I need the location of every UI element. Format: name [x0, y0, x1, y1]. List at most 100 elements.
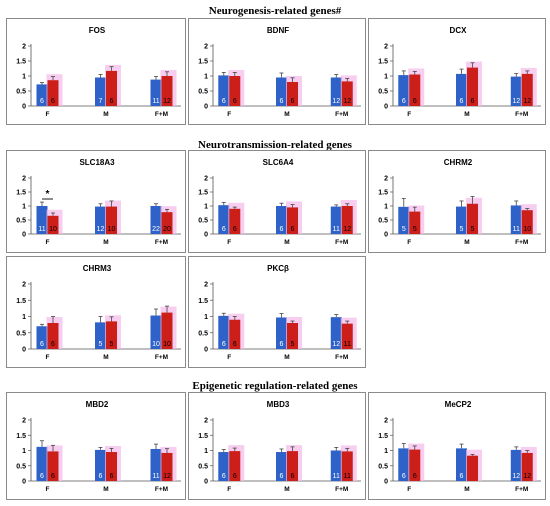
y-tick-label: 1.5 — [16, 298, 26, 305]
y-tick-label: 1.5 — [16, 59, 26, 66]
bar-treated — [106, 452, 117, 481]
category-label: F+M — [335, 111, 348, 118]
category-label: M — [103, 111, 108, 118]
y-tick-label: 2 — [384, 176, 388, 183]
n-label: 6 — [110, 98, 114, 105]
n-label: 5 — [413, 226, 417, 233]
bar-control — [218, 205, 230, 234]
bar-treated — [161, 452, 173, 481]
n-label: 10 — [152, 341, 160, 348]
n-label: 6 — [51, 98, 55, 105]
category-label: M — [284, 111, 289, 118]
n-label: 6 — [40, 341, 44, 348]
bar-control — [150, 315, 162, 349]
bar-control — [510, 205, 522, 234]
n-label: 6 — [40, 473, 44, 480]
bar-treated — [229, 208, 241, 234]
n-label: 6 — [413, 98, 417, 105]
n-label: 10 — [163, 341, 171, 348]
chart-title: FOS — [89, 26, 106, 35]
bar-treated — [467, 67, 478, 106]
n-label: 6 — [222, 341, 226, 348]
bar-control — [150, 448, 162, 481]
n-label: 6 — [460, 98, 464, 105]
n-label: 12 — [332, 341, 340, 348]
category-label: F — [227, 486, 231, 493]
bar-treated — [161, 212, 173, 234]
y-tick-label: 2 — [204, 282, 208, 289]
category-label: M — [284, 354, 289, 361]
bar-control — [330, 450, 342, 481]
y-tick-label: 1 — [22, 448, 26, 455]
bar-treated — [161, 312, 173, 349]
chart-title: BDNF — [267, 26, 289, 35]
chart-panel-fos: FOS 0 0.5 1 1.5 2 6 6 F 7 6 M 11 12 F+M — [6, 18, 186, 125]
category-label: M — [284, 239, 289, 246]
bar-control — [36, 206, 48, 234]
chart-title: MBD3 — [267, 400, 290, 409]
n-label: 11 — [152, 473, 159, 480]
chart-panel-mbd2: MBD2 0 0.5 1 1.5 2 6 6 F 6 6 M 11 12 F+M — [6, 392, 186, 500]
chart-title: CHRM2 — [444, 158, 473, 167]
bar-control — [456, 73, 467, 106]
bar-treated — [106, 206, 117, 234]
chart-chrm3: CHRM3 0 0.5 1 1.5 2 6 6F 5 5M 10 10 F+M — [16, 264, 181, 361]
category-label: F — [227, 354, 231, 361]
n-label: 6 — [280, 98, 284, 105]
y-tick-label: 0 — [22, 479, 26, 486]
y-tick-label: 2 — [22, 282, 26, 289]
y-tick-label: 0 — [384, 479, 388, 486]
section-title-neurotransmission: Neurotransmission-related genes — [198, 139, 352, 151]
category-label: F+M — [155, 486, 168, 493]
n-label: 11 — [333, 226, 340, 233]
bar-treated — [341, 323, 353, 349]
category-label: F — [407, 111, 411, 118]
n-label: 12 — [343, 98, 351, 105]
bar-control — [36, 326, 48, 349]
section-title-epigenetic: Epigenetic regulation-related genes — [192, 380, 358, 392]
y-tick-label: 1 — [384, 204, 388, 211]
y-tick-label: 1 — [22, 74, 26, 81]
category-label: F — [227, 239, 231, 246]
y-tick-label: 0.5 — [16, 463, 26, 470]
bar-control — [36, 446, 48, 481]
bar-treated — [287, 207, 298, 234]
y-tick-label: 1 — [204, 74, 208, 81]
n-label: 6 — [402, 98, 406, 105]
n-label: 6 — [233, 473, 237, 480]
y-tick-label: 1.5 — [378, 433, 388, 440]
y-tick-label: 2 — [22, 176, 26, 183]
chart-panel-mecp2: MeCP2 0 0.5 1 1.5 2 6 6 F 6 M 12 12 F+M — [368, 392, 546, 500]
bar-control — [510, 76, 522, 106]
n-label: 6 — [291, 98, 295, 105]
bar-control — [330, 317, 342, 349]
y-tick-label: 2 — [204, 418, 208, 425]
n-label: 12 — [523, 473, 531, 480]
n-label: 5 — [291, 341, 295, 348]
n-label: 5 — [402, 226, 406, 233]
y-tick-label: 0 — [204, 232, 208, 239]
y-tick-label: 1 — [204, 314, 208, 321]
y-tick-label: 2 — [204, 176, 208, 183]
y-tick-label: 0.5 — [198, 218, 208, 225]
category-label: F — [46, 111, 50, 118]
n-label: 12 — [163, 98, 171, 105]
n-label: 6 — [51, 341, 55, 348]
n-label: 6 — [51, 473, 55, 480]
bar-control — [218, 315, 230, 349]
bar-control — [95, 77, 106, 106]
category-label: F+M — [155, 354, 168, 361]
y-tick-label: 0.5 — [378, 463, 388, 470]
bar-control — [456, 448, 467, 481]
category-label: F — [407, 239, 411, 246]
bar-treated — [409, 74, 421, 106]
n-label: 6 — [233, 341, 237, 348]
significance-marker: * — [46, 189, 50, 200]
section-title-neurogenesis: Neurogenesis-related genes# — [208, 5, 342, 17]
chart-panel-chrm3: CHRM3 0 0.5 1 1.5 2 6 6 F 5 5 M 10 10 F+M — [6, 256, 186, 368]
n-label: 12 — [163, 473, 171, 480]
bar-control — [95, 449, 106, 481]
n-label: 6 — [460, 473, 464, 480]
n-label: 6 — [222, 98, 226, 105]
y-tick-label: 1 — [22, 204, 26, 211]
